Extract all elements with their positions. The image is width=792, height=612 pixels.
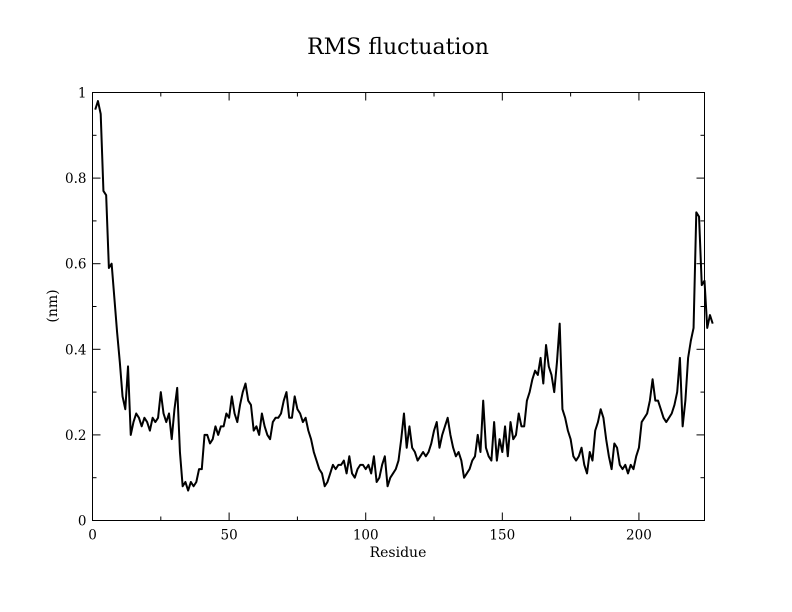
x-tick-label: 150 — [489, 528, 515, 544]
y-tick-label: 0.6 — [65, 257, 86, 273]
x-axis-label: Residue — [370, 545, 427, 561]
x-tick-label: 0 — [88, 528, 97, 544]
rmsf-series-line — [94, 100, 714, 492]
x-tick-label: 100 — [353, 528, 379, 544]
y-tick-label: 0.4 — [65, 342, 86, 358]
chart-title: RMS fluctuation — [307, 35, 489, 60]
y-axis-label: (nm) — [45, 289, 61, 322]
axis-tick-labels: 0 50 100 150 200 0 0.2 0.4 0.6 0.8 1 — [65, 86, 652, 544]
y-tick-label: 0.2 — [65, 428, 86, 444]
y-tick-label: 1 — [78, 86, 87, 102]
y-tick-label: 0.8 — [65, 171, 86, 187]
plot-frame — [92, 92, 705, 521]
y-tick-label: 0 — [78, 514, 87, 530]
x-tick-label: 200 — [626, 528, 652, 544]
x-tick-label: 50 — [221, 528, 238, 544]
